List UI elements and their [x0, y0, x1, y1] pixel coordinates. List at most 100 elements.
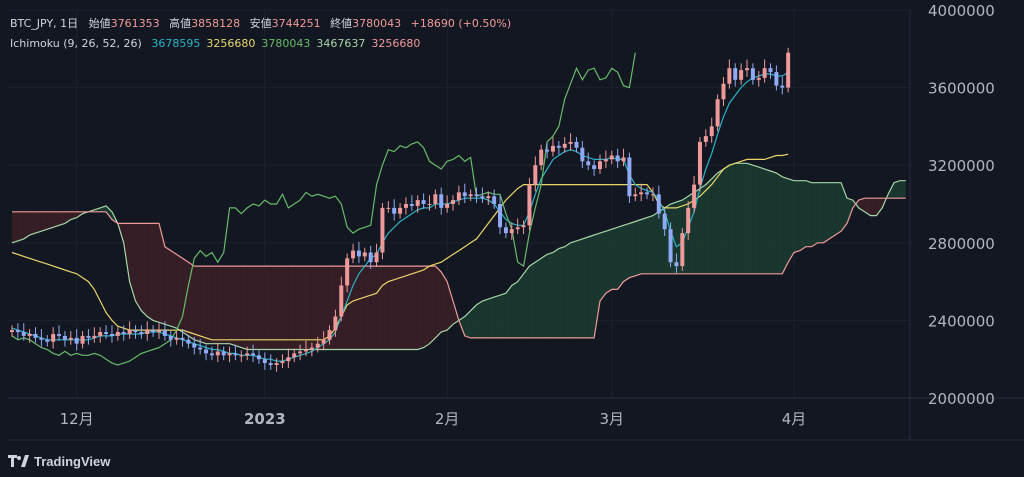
- candle-body: [286, 357, 291, 362]
- x-tick-label: 4月: [782, 410, 807, 428]
- candle-body: [51, 333, 56, 342]
- cloud-segment: [600, 231, 606, 301]
- change-value: +18690 (+0.50%): [410, 17, 512, 30]
- cloud-segment: [823, 182, 830, 243]
- candle-body: [703, 136, 708, 142]
- cloud-segment: [164, 246, 171, 327]
- candle-body: [398, 207, 403, 214]
- cloud-segment: [388, 266, 395, 350]
- cloud-segment: [376, 266, 383, 350]
- candle-body: [598, 161, 602, 170]
- candle-body: [662, 213, 667, 230]
- cloud-segment: [899, 180, 906, 199]
- cloud-segment: [17, 211, 24, 241]
- x-tick-label: 2月: [435, 410, 460, 428]
- candle-body: [533, 165, 538, 185]
- y-tick-label: 4000000: [928, 2, 995, 20]
- cloud-segment: [547, 252, 553, 338]
- cloud-segment: [629, 221, 636, 278]
- indicator-name: Ichimoku (9, 26, 52, 26): [10, 37, 142, 50]
- cloud-segment: [747, 163, 753, 274]
- candle-body: [57, 333, 62, 336]
- candle-body: [198, 347, 203, 350]
- cloud-segment: [894, 180, 900, 199]
- cloud-segment: [159, 223, 165, 325]
- y-tick-label: 2400000: [928, 312, 995, 330]
- cloud-segment: [694, 188, 700, 274]
- cloud-segment: [405, 266, 412, 350]
- close-value: 3780043: [352, 17, 402, 30]
- candles: [10, 47, 791, 372]
- cloud-segment: [494, 295, 501, 338]
- cloud-segment: [364, 266, 371, 350]
- cloud-segment: [552, 248, 559, 338]
- ohlc-row: BTC_JPY, 1日 始値3761353 高値3858128 安値374425…: [10, 14, 511, 34]
- cloud-segment: [429, 266, 436, 344]
- candle-body: [109, 333, 114, 336]
- cloud-segment: [611, 227, 618, 290]
- candle-body: [527, 184, 532, 226]
- candle-body: [180, 337, 185, 340]
- cloud-segment: [370, 266, 377, 350]
- cloud-segment: [500, 293, 506, 338]
- cloud-segment: [317, 266, 324, 350]
- candle-body: [192, 343, 197, 348]
- candle-body: [45, 339, 50, 342]
- candle-body: [115, 332, 120, 336]
- cloud-segment: [594, 233, 600, 338]
- cloud-segment: [558, 246, 565, 338]
- cloud-segment: [482, 299, 489, 338]
- cloud-segment: [217, 266, 224, 344]
- open-value: 3761353: [110, 17, 160, 30]
- cloud-segment: [464, 310, 471, 338]
- candle-body: [774, 72, 779, 86]
- cloud-segment: [253, 266, 259, 350]
- candle-body: [74, 337, 79, 344]
- candle-body: [245, 353, 250, 356]
- candle-body: [39, 337, 44, 340]
- cloud-segment: [717, 169, 724, 274]
- candle-body: [221, 351, 226, 356]
- candle-body: [21, 332, 26, 336]
- candle-body: [268, 363, 273, 366]
- candle-body: [474, 194, 479, 197]
- candle-body: [468, 194, 473, 197]
- cloud-segment: [870, 198, 877, 216]
- cloud-segment: [358, 266, 365, 350]
- cloud-segment: [176, 254, 183, 333]
- cloud-segment: [511, 281, 518, 338]
- candle-body: [697, 141, 702, 185]
- brand-label: TradingView: [34, 453, 111, 469]
- cloud-segment: [805, 180, 812, 247]
- cloud-segment: [400, 266, 406, 350]
- candle-body: [392, 207, 397, 214]
- cloud-segment: [294, 266, 301, 350]
- cloud-segment: [200, 266, 207, 344]
- cloud-segment: [141, 223, 148, 317]
- candle-body: [550, 145, 555, 152]
- cloud-segment: [300, 266, 306, 350]
- cloud-segment: [411, 266, 418, 350]
- candle-body: [445, 204, 450, 208]
- cloud-segment: [347, 266, 354, 350]
- candle-body: [574, 141, 579, 148]
- cloud-segment: [799, 180, 806, 251]
- candle-body: [762, 68, 767, 78]
- cloud-segment: [170, 250, 177, 329]
- candle-body: [321, 339, 326, 344]
- candle-body: [562, 143, 567, 148]
- candle-body: [304, 349, 308, 352]
- candle-body: [727, 68, 732, 84]
- cloud-segment: [723, 165, 730, 274]
- cloud-segment: [188, 262, 195, 340]
- tradingview-logo[interactable]: TradingView: [8, 452, 110, 470]
- cloud-segment: [129, 223, 136, 301]
- candle-body: [174, 337, 179, 340]
- cloud-segment: [605, 229, 612, 294]
- candle-body: [145, 330, 150, 334]
- cloud-segment: [652, 211, 659, 274]
- cloud-segment: [758, 167, 765, 274]
- cloud-segment: [635, 219, 642, 276]
